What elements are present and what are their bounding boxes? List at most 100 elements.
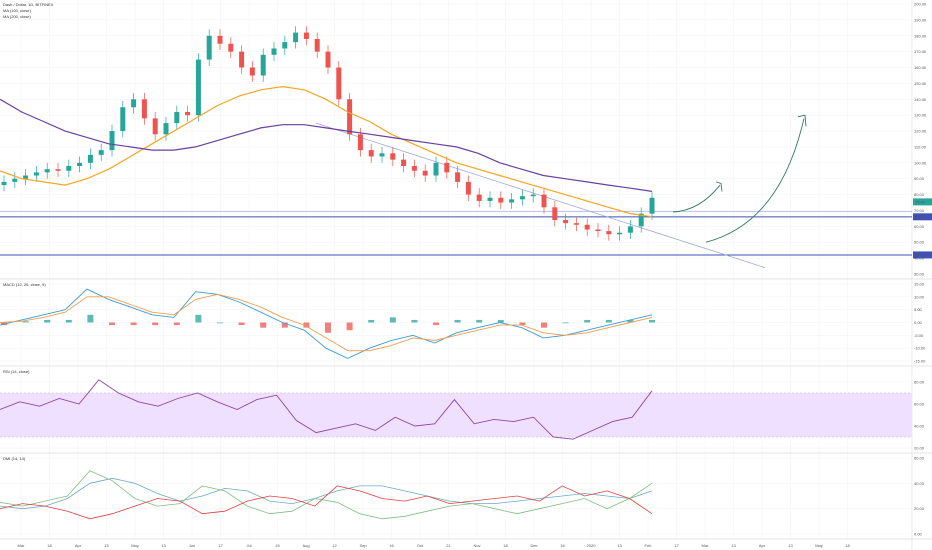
macd-histogram-bar [22,321,29,323]
candle-body [239,51,245,68]
y-tick-label: 0.00 [914,320,923,325]
candle-body [33,172,39,176]
x-tick-label: Nov [473,543,480,548]
macd-histogram-bar [433,322,439,326]
x-tick-label: Apr [759,543,766,548]
macd-histogram-bar [497,319,504,323]
rsi-line [0,379,653,440]
candle-body [206,35,212,60]
candle-body [249,67,255,76]
y-tick-label: 0.00 [914,532,923,537]
macd-histogram-bar [325,322,331,333]
candle-body [98,150,104,155]
ma100-legend: MA (100, close) [3,8,31,13]
candle-body [109,131,115,151]
x-tick-label: 18 [845,543,850,548]
support-price-tag: 56.00 [915,214,926,219]
x-tick-label: 17 [218,543,223,548]
y-tick-label: 160.00 [914,65,927,70]
candle-body [271,48,277,55]
candle-body [638,213,644,227]
chart-title: Dash / Dollar, 1D, BITFINEX [3,2,54,7]
candle-body [228,43,234,52]
trendline [315,122,766,269]
macd-histogram-bar [109,322,115,326]
macd-histogram-bar [65,319,72,323]
candle-body [185,112,191,116]
macd-histogram-bar [44,319,51,323]
y-tick-label: 100.00 [914,160,927,165]
y-tick-label: 180.00 [914,33,927,38]
macd-histogram-bar [87,314,94,323]
macd-histogram-bar [368,319,375,323]
macd-histogram-bar [584,319,591,323]
short-projection-arrow [672,184,721,213]
candle-body [627,226,633,233]
macd-histogram-bar [173,322,180,326]
rsi-band [0,393,912,437]
candle-body [455,172,461,182]
candle-body [530,194,536,197]
candle-body [23,175,29,179]
candle-body [120,107,126,132]
macd-histogram-bar [346,322,353,331]
candle-body [390,153,396,160]
candle-body [282,42,288,49]
candle-body [573,223,579,225]
candle-body [12,178,18,182]
minus-di-line [0,485,653,520]
candle-body [55,169,61,171]
x-tick-label: Oct [417,543,424,548]
signal-line [0,293,653,352]
macd-histogram-bar [303,322,310,328]
macd-histogram-bar [152,322,159,326]
candle-body [379,153,385,157]
candle-body [152,118,158,135]
candle-body [195,59,201,116]
candle-body [163,123,169,135]
candle-body [141,99,147,119]
ma200-line [0,98,653,192]
current-price-tag: 75.40 [915,199,926,204]
low-price-tag-bg [913,251,932,259]
candle-body [541,194,547,208]
long-arrow-head [797,114,807,127]
y-tick-label: 50.00 [914,240,925,245]
x-tick-label: May [815,543,823,548]
y-tick-label: 200.00 [914,2,927,7]
y-tick-label: 40.00 [914,424,925,429]
candle-body [357,134,363,151]
candle-body [260,54,266,76]
candle-body [422,170,428,176]
candle-body [411,166,417,171]
y-tick-label: -10.00 [914,346,926,351]
macd-histogram-bar [649,319,655,323]
y-tick-label: -5.00 [914,333,924,338]
dmi-legend: DMI (14, 14) [3,456,26,461]
rsi-legend: RSI (14, close) [3,369,30,374]
candle-body [401,159,407,166]
x-tick-label: 13 [788,543,793,548]
x-tick-label: 18 [47,543,52,548]
candle-body [217,35,223,44]
x-tick-label: Mar [18,543,26,548]
y-tick-label: 80.00 [914,192,925,197]
y-tick-label: 70.00 [914,208,925,213]
candle-body [487,197,493,201]
y-tick-label: 15.00 [914,282,925,287]
candle-body [131,99,137,108]
y-tick-label: -15.00 [914,359,926,364]
x-tick-label: Aug [302,543,309,548]
y-tick-label: 60.00 [914,224,925,229]
candle-body [325,51,331,68]
x-tick-label: 13 [161,543,166,548]
candle-body [584,224,590,230]
y-tick-label: 80.00 [914,380,925,385]
x-tick-label: 18 [503,543,508,548]
candle-body [563,220,569,224]
x-tick-label: 12 [332,543,337,548]
macd-legend: MACD (12, 26, close, 9) [3,282,46,287]
candle-body [44,169,50,173]
candle-body [293,32,299,43]
